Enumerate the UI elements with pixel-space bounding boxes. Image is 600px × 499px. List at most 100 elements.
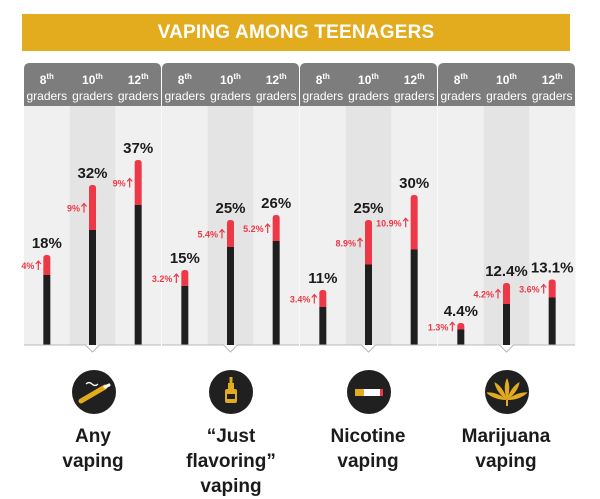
any-vaping-bar-increase-3: [134, 160, 142, 205]
any-vaping-increase-label-3: 9%: [113, 179, 126, 189]
any-vaping-bar-increase-2: [89, 185, 96, 230]
any-vaping-increase-arrow-icon-1: [35, 260, 42, 270]
bottle-neck: [228, 383, 234, 389]
marijuana-vaping-increase-arrow-icon-3: [540, 283, 547, 294]
just-flavoring-vaping-baseline: [162, 344, 299, 353]
nicotine-vaping-increase-label-1: 3.4%: [290, 295, 311, 305]
nicotine-vaping-increase-arrow-icon-2: [356, 237, 364, 248]
marijuana-vaping-bar-increase-1: [457, 323, 465, 330]
any-vaping-increase-label-1: 4%: [21, 261, 34, 271]
just-flavoring-vaping-bar-base-1: [181, 286, 189, 345]
cannabis-leaflet-4: [486, 392, 507, 401]
just-flavoring-vaping-value-label-3: 26%: [261, 195, 291, 212]
nicotine-vaping-header: [300, 63, 437, 106]
marijuana-vaping-increase-label-1: 1.3%: [428, 322, 449, 332]
marijuana-vaping-value-label-3: 13.1%: [531, 260, 574, 277]
nicotine-vaping-value-label-1: 11%: [308, 270, 337, 287]
marijuana-vaping-increase-arrow-icon-2: [494, 288, 502, 299]
marijuana-vaping-increase-label-3: 3.6%: [519, 285, 540, 295]
any-vaping-value-label-3: 37%: [123, 140, 153, 157]
cigarette-filter: [355, 389, 364, 396]
nicotine-vaping-grade-suffix-1: th: [322, 72, 330, 81]
any-vaping-grade-word-2: graders: [72, 89, 113, 103]
marijuana-vaping-value-label-1: 4.4%: [444, 303, 478, 320]
chart-title-bar: VAPING AMONG TEENAGERS: [22, 14, 570, 51]
marijuana-vaping-grade-word-1: graders: [440, 89, 481, 103]
just-flavoring-vaping-grade-word-3: graders: [256, 89, 297, 103]
group-label-any-vaping: Any vaping: [62, 426, 124, 472]
cannabis-leaflet-1: [504, 378, 510, 400]
nicotine-vaping-value-label-2: 25%: [353, 200, 383, 217]
any-vaping-grade-word-1: graders: [26, 89, 67, 103]
just-flavoring-vaping-grade-suffix-1: th: [184, 72, 192, 81]
cannabis-leaflet-3: [507, 381, 520, 400]
marijuana-vaping-bar-increase-2: [503, 283, 510, 304]
nicotine-vaping-grade-word-1: graders: [302, 89, 343, 103]
bottle-label: [227, 394, 235, 399]
cannabis-leaflet-5: [507, 392, 528, 401]
marijuana-vaping-bar-increase-3: [548, 279, 556, 298]
any-vaping-grade-suffix-1: th: [46, 72, 54, 81]
nicotine-vaping-bar-base-3: [410, 249, 418, 345]
marijuana-vaping-grade-word-3: graders: [532, 89, 573, 103]
just-flavoring-vaping-bar-increase-1: [181, 270, 189, 286]
any-vaping-grade-word-3: graders: [118, 89, 159, 103]
nicotine-vaping-increase-arrow-icon-3: [402, 217, 409, 228]
cannabis-leaf-icon: [485, 370, 529, 414]
any-vaping-header: [24, 63, 161, 106]
just-flavoring-vaping-increase-arrow-icon-1: [173, 273, 180, 283]
just-flavoring-vaping-increase-arrow-icon-3: [264, 223, 271, 233]
just-flavoring-vaping-increase-label-2: 5.4%: [197, 230, 218, 240]
vape-pen-tip: [103, 383, 111, 389]
any-vaping-increase-arrow-icon-3: [126, 177, 133, 188]
marijuana-vaping-baseline: [438, 344, 575, 353]
flavor-bottle-icon: [209, 370, 253, 414]
any-vaping-bar-base-1: [43, 275, 51, 345]
chart-title: VAPING AMONG TEENAGERS: [157, 21, 435, 43]
just-flavoring-vaping-value-label-1: 15%: [170, 250, 200, 267]
just-flavoring-vaping-header: [162, 63, 299, 106]
marijuana-vaping-increase-label-2: 4.2%: [473, 290, 494, 300]
nicotine-vaping-increase-label-3: 10.9%: [376, 218, 402, 228]
nicotine-vaping-grade-suffix-3: th: [417, 72, 425, 81]
any-vaping-increase-label-2: 9%: [67, 204, 80, 214]
just-flavoring-vaping-bar-base-3: [272, 241, 280, 345]
vape-smoke: [85, 381, 99, 387]
any-vaping-baseline: [24, 344, 161, 353]
just-flavoring-vaping-grade-word-2: graders: [210, 89, 251, 103]
marijuana-vaping-increase-arrow-icon-1: [449, 321, 456, 332]
nicotine-vaping-increase-label-2: 8.9%: [335, 238, 356, 248]
any-vaping-increase-arrow-icon-2: [80, 202, 88, 213]
any-vaping-bar-base-2: [89, 230, 96, 345]
bottle-dropper: [229, 377, 233, 383]
just-flavoring-vaping-increase-label-1: 3.2%: [152, 274, 173, 284]
marijuana-vaping-column-bg-1: [438, 106, 485, 345]
nicotine-vaping-bar-increase-1: [319, 290, 327, 307]
nicotine-vaping-bar-base-1: [319, 307, 327, 345]
nicotine-vaping-grade-suffix-2: th: [371, 72, 379, 81]
just-flavoring-vaping-value-label-2: 25%: [215, 200, 245, 217]
nicotine-vaping-grade-word-3: graders: [394, 89, 435, 103]
nicotine-vaping-bar-increase-3: [410, 195, 418, 250]
marijuana-vaping-bar-base-3: [548, 297, 556, 345]
just-flavoring-vaping-increase-arrow-icon-2: [218, 228, 226, 239]
any-vaping-bar-base-3: [134, 205, 142, 345]
nicotine-vaping-bar-base-2: [365, 264, 372, 345]
nicotine-vaping-bar-increase-2: [365, 220, 372, 265]
group-label-marijuana-vaping: Marijuana vaping: [461, 426, 551, 472]
marijuana-vaping-bar-base-2: [503, 304, 510, 345]
just-flavoring-vaping-grade-suffix-2: th: [233, 72, 241, 81]
cigarette-ember: [380, 389, 383, 396]
marijuana-vaping-grade-suffix-3: th: [555, 72, 563, 81]
just-flavoring-vaping-bar-increase-2: [227, 220, 234, 247]
nicotine-vaping-baseline: [300, 344, 437, 353]
marijuana-vaping-bar-base-1: [457, 329, 465, 345]
cannabis-leaflet-2: [494, 381, 507, 400]
any-vaping-value-label-1: 18%: [32, 235, 62, 252]
group-label-nicotine-vaping: Nicotine vaping: [330, 426, 406, 472]
just-flavoring-vaping-increase-label-3: 5.2%: [243, 224, 264, 234]
just-flavoring-vaping-grade-word-1: graders: [164, 89, 205, 103]
marijuana-vaping-header: [438, 63, 575, 106]
just-flavoring-vaping-bar-base-2: [227, 247, 234, 345]
